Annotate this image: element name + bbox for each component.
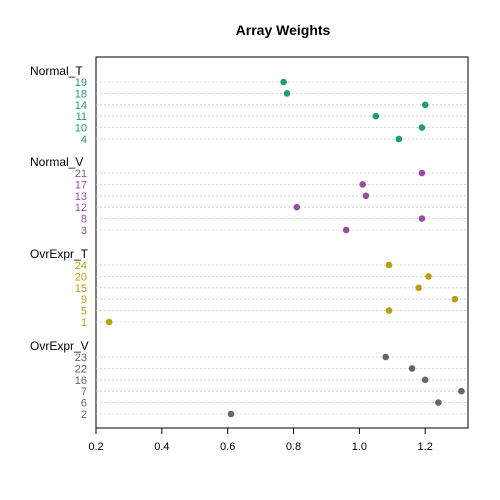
data-point bbox=[359, 181, 366, 188]
x-tick-label: 0.2 bbox=[88, 441, 103, 453]
row-label: 9 bbox=[81, 294, 87, 306]
data-point bbox=[418, 215, 426, 222]
x-axis: 0.2 0.4 0.6 0.8 1.0 1.2 bbox=[88, 428, 433, 453]
data-point bbox=[385, 307, 393, 314]
row-label: 22 bbox=[75, 363, 87, 375]
data-point bbox=[293, 203, 301, 211]
row-label: 4 bbox=[81, 134, 87, 146]
data-point bbox=[418, 124, 426, 131]
x-tick-label: 0.4 bbox=[154, 441, 169, 453]
row-label: 23 bbox=[75, 352, 87, 364]
data-point bbox=[372, 112, 380, 120]
x-tick-label: 0.6 bbox=[220, 441, 235, 453]
chart-title: Array Weights bbox=[236, 22, 331, 38]
data-point bbox=[280, 78, 287, 86]
row-label: 1 bbox=[81, 317, 87, 329]
data-point bbox=[385, 261, 393, 269]
row-label: 11 bbox=[76, 111, 87, 123]
row-label: 16 bbox=[75, 375, 87, 387]
row-label: 2 bbox=[81, 409, 87, 421]
row-label: 7 bbox=[81, 386, 87, 398]
data-point bbox=[425, 273, 432, 280]
data-point bbox=[342, 226, 350, 234]
data-point bbox=[283, 90, 291, 97]
x-tick-label: 1.2 bbox=[418, 441, 433, 453]
group-label: OvrExpr_T bbox=[30, 247, 89, 261]
row-label: 19 bbox=[75, 77, 87, 89]
row-label: 21 bbox=[75, 168, 87, 180]
data-point bbox=[362, 192, 370, 200]
data-point bbox=[451, 295, 459, 303]
group-label: OvrExpr_V bbox=[30, 339, 89, 353]
row-label: 18 bbox=[75, 88, 87, 100]
row-label: 12 bbox=[75, 202, 87, 214]
label-layer: Normal_T19181411104Normal_V2117131283Ovr… bbox=[30, 64, 89, 421]
row-label: 13 bbox=[75, 191, 87, 203]
row-label: 6 bbox=[81, 398, 87, 410]
data-point bbox=[105, 318, 113, 326]
row-label: 14 bbox=[75, 100, 87, 112]
data-point bbox=[458, 387, 465, 395]
data-point bbox=[395, 135, 403, 143]
data-point bbox=[421, 101, 429, 109]
row-label: 5 bbox=[81, 306, 87, 318]
data-point bbox=[421, 376, 429, 384]
group-label: Normal_T bbox=[30, 64, 83, 78]
data-point bbox=[418, 169, 426, 177]
data-point bbox=[227, 410, 235, 418]
point-layer bbox=[105, 78, 465, 418]
plot-frame bbox=[95, 56, 469, 429]
row-label: 8 bbox=[81, 214, 87, 226]
grid-layer bbox=[96, 81, 468, 415]
row-label: 24 bbox=[75, 260, 87, 272]
row-label: 3 bbox=[81, 225, 87, 237]
row-label: 20 bbox=[75, 271, 87, 283]
data-point bbox=[435, 399, 442, 406]
x-tick-label: 1.0 bbox=[352, 441, 367, 453]
row-label: 15 bbox=[75, 283, 87, 295]
row-label: 10 bbox=[75, 123, 87, 135]
data-point bbox=[382, 353, 389, 361]
data-point bbox=[408, 365, 416, 372]
row-label: 17 bbox=[75, 179, 87, 191]
data-point bbox=[415, 284, 422, 292]
group-label: Normal_V bbox=[30, 155, 83, 169]
x-tick-label: 0.8 bbox=[286, 441, 301, 453]
